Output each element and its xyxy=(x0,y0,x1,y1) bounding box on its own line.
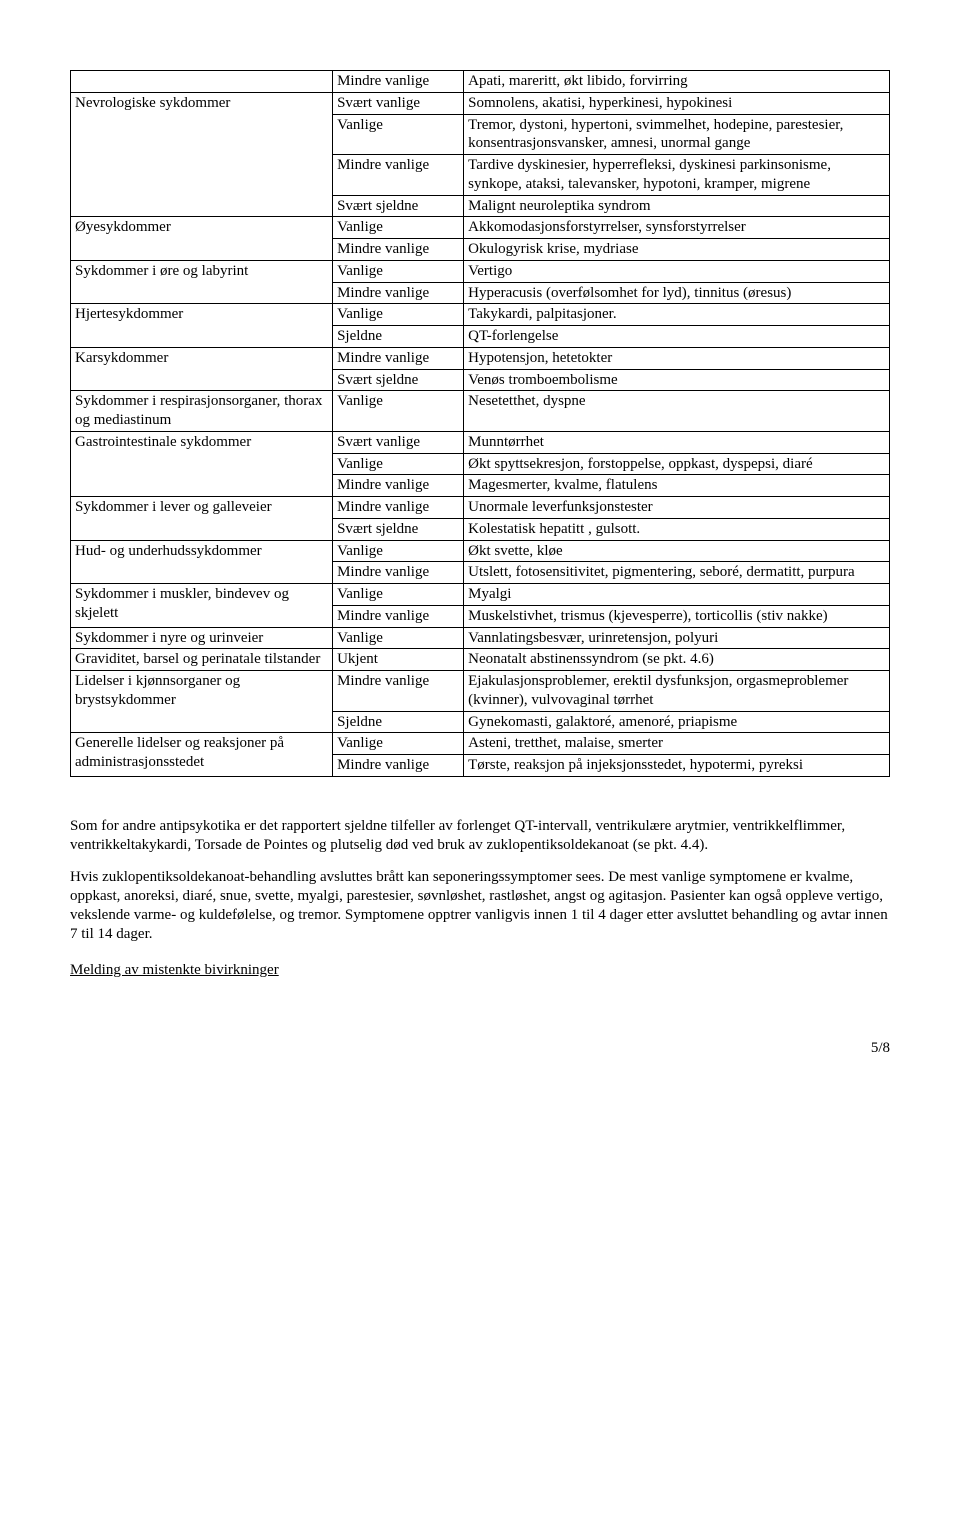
cell-frequency: Sjeldne xyxy=(333,711,464,733)
cell-effects: Økt spyttsekresjon, forstoppelse, oppkas… xyxy=(464,453,890,475)
cell-organ-class: Sykdommer i øre og labyrint xyxy=(71,260,333,304)
cell-frequency: Vanlige xyxy=(333,627,464,649)
table-row: Graviditet, barsel og perinatale tilstan… xyxy=(71,649,890,671)
cell-effects: Venøs tromboembolisme xyxy=(464,369,890,391)
cell-effects: Munntørrhet xyxy=(464,431,890,453)
paragraph-discontinuation: Hvis zuklopentiksoldekanoat-behandling a… xyxy=(70,868,890,943)
table-row: Sykdommer i muskler, bindevev og skjelet… xyxy=(71,584,890,606)
cell-effects: Hypotensjon, hetetokter xyxy=(464,347,890,369)
cell-effects: Vannlatingsbesvær, urinretensjon, polyur… xyxy=(464,627,890,649)
cell-frequency: Mindre vanlige xyxy=(333,475,464,497)
table-row: Lidelser i kjønnsorganer og brystsykdomm… xyxy=(71,671,890,712)
cell-organ-class: Sykdommer i muskler, bindevev og skjelet… xyxy=(71,584,333,628)
cell-frequency: Vanlige xyxy=(333,260,464,282)
cell-effects: Unormale leverfunksjonstester xyxy=(464,497,890,519)
adverse-effects-table: Mindre vanligeApati, mareritt, økt libid… xyxy=(70,70,890,777)
table-row: Mindre vanligeApati, mareritt, økt libid… xyxy=(71,71,890,93)
table-row: Sykdommer i respirasjonsorganer, thorax … xyxy=(71,391,890,432)
table-row: Hud- og underhudssykdommerVanligeØkt sve… xyxy=(71,540,890,562)
cell-organ-class xyxy=(71,71,333,93)
cell-frequency: Mindre vanlige xyxy=(333,282,464,304)
page-number: 5/8 xyxy=(70,1040,890,1057)
cell-organ-class: Lidelser i kjønnsorganer og brystsykdomm… xyxy=(71,671,333,733)
cell-frequency: Vanlige xyxy=(333,114,464,155)
cell-organ-class: Gastrointestinale sykdommer xyxy=(71,431,333,496)
cell-effects: Hyperacusis (overfølsomhet for lyd), tin… xyxy=(464,282,890,304)
cell-effects: Asteni, tretthet, malaise, smerter xyxy=(464,733,890,755)
table-row: Sykdommer i nyre og urinveierVanligeVann… xyxy=(71,627,890,649)
cell-effects: Myalgi xyxy=(464,584,890,606)
cell-organ-class: Sykdommer i lever og galleveier xyxy=(71,497,333,541)
cell-organ-class: Øyesykdommer xyxy=(71,217,333,261)
cell-effects: Økt svette, kløe xyxy=(464,540,890,562)
cell-effects: Utslett, fotosensitivitet, pigmentering,… xyxy=(464,562,890,584)
table-row: Gastrointestinale sykdommerSvært vanlige… xyxy=(71,431,890,453)
cell-frequency: Mindre vanlige xyxy=(333,671,464,712)
cell-effects: Magesmerter, kvalme, flatulens xyxy=(464,475,890,497)
cell-organ-class: Graviditet, barsel og perinatale tilstan… xyxy=(71,649,333,671)
heading-reporting: Melding av mistenkte bivirkninger xyxy=(70,961,890,980)
cell-frequency: Mindre vanlige xyxy=(333,755,464,777)
cell-effects: Gynekomasti, galaktoré, amenoré, priapis… xyxy=(464,711,890,733)
table-row: Nevrologiske sykdommerSvært vanligeSomno… xyxy=(71,92,890,114)
cell-frequency: Vanlige xyxy=(333,584,464,606)
paragraph-qt: Som for andre antipsykotika er det rappo… xyxy=(70,817,890,855)
cell-effects: Okulogyrisk krise, mydriase xyxy=(464,239,890,261)
table-row: KarsykdommerMindre vanligeHypotensjon, h… xyxy=(71,347,890,369)
cell-organ-class: Hud- og underhudssykdommer xyxy=(71,540,333,584)
cell-frequency: Mindre vanlige xyxy=(333,605,464,627)
cell-organ-class: Nevrologiske sykdommer xyxy=(71,92,333,217)
cell-frequency: Mindre vanlige xyxy=(333,562,464,584)
cell-frequency: Mindre vanlige xyxy=(333,239,464,261)
cell-organ-class: Sykdommer i respirasjonsorganer, thorax … xyxy=(71,391,333,432)
cell-frequency: Svært sjeldne xyxy=(333,369,464,391)
table-row: Generelle lidelser og reaksjoner på admi… xyxy=(71,733,890,755)
cell-effects: Tardive dyskinesier, hyperrefleksi, dysk… xyxy=(464,155,890,196)
cell-organ-class: Sykdommer i nyre og urinveier xyxy=(71,627,333,649)
cell-frequency: Sjeldne xyxy=(333,326,464,348)
cell-frequency: Vanlige xyxy=(333,453,464,475)
cell-frequency: Svært vanlige xyxy=(333,431,464,453)
cell-effects: Nesetetthet, dyspne xyxy=(464,391,890,432)
cell-frequency: Vanlige xyxy=(333,391,464,432)
cell-frequency: Svært sjeldne xyxy=(333,195,464,217)
cell-effects: Somnolens, akatisi, hyperkinesi, hypokin… xyxy=(464,92,890,114)
cell-organ-class: Generelle lidelser og reaksjoner på admi… xyxy=(71,733,333,777)
cell-effects: Vertigo xyxy=(464,260,890,282)
cell-frequency: Mindre vanlige xyxy=(333,497,464,519)
cell-organ-class: Hjertesykdommer xyxy=(71,304,333,348)
cell-effects: Tremor, dystoni, hypertoni, svimmelhet, … xyxy=(464,114,890,155)
cell-frequency: Vanlige xyxy=(333,733,464,755)
cell-frequency: Mindre vanlige xyxy=(333,347,464,369)
cell-effects: Muskelstivhet, trismus (kjevesperre), to… xyxy=(464,605,890,627)
table-row: ØyesykdommerVanligeAkkomodasjonsforstyrr… xyxy=(71,217,890,239)
cell-effects: Ejakulasjonsproblemer, erektil dysfunksj… xyxy=(464,671,890,712)
table-row: Sykdommer i lever og galleveierMindre va… xyxy=(71,497,890,519)
cell-effects: Kolestatisk hepatitt , gulsott. xyxy=(464,518,890,540)
cell-frequency: Mindre vanlige xyxy=(333,155,464,196)
cell-effects: Neonatalt abstinenssyndrom (se pkt. 4.6) xyxy=(464,649,890,671)
cell-effects: Takykardi, palpitasjoner. xyxy=(464,304,890,326)
cell-effects: Akkomodasjonsforstyrrelser, synsforstyrr… xyxy=(464,217,890,239)
cell-effects: Tørste, reaksjon på injeksjonsstedet, hy… xyxy=(464,755,890,777)
cell-frequency: Vanlige xyxy=(333,304,464,326)
cell-frequency: Mindre vanlige xyxy=(333,71,464,93)
table-row: Sykdommer i øre og labyrintVanligeVertig… xyxy=(71,260,890,282)
cell-frequency: Svært sjeldne xyxy=(333,518,464,540)
cell-frequency: Vanlige xyxy=(333,540,464,562)
cell-frequency: Svært vanlige xyxy=(333,92,464,114)
cell-effects: Apati, mareritt, økt libido, forvirring xyxy=(464,71,890,93)
cell-frequency: Vanlige xyxy=(333,217,464,239)
cell-frequency: Ukjent xyxy=(333,649,464,671)
table-row: HjertesykdommerVanligeTakykardi, palpita… xyxy=(71,304,890,326)
cell-effects: QT-forlengelse xyxy=(464,326,890,348)
cell-effects: Malignt neuroleptika syndrom xyxy=(464,195,890,217)
cell-organ-class: Karsykdommer xyxy=(71,347,333,391)
